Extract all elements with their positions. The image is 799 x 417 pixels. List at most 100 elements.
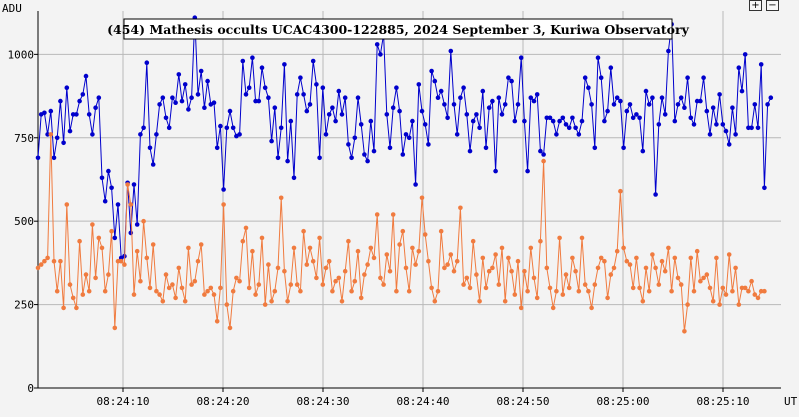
comparison-star-point xyxy=(454,258,460,264)
target-star-point xyxy=(294,92,300,97)
target-star-point xyxy=(522,118,527,124)
comparison-star-point xyxy=(349,288,354,294)
target-star-point xyxy=(144,60,150,65)
comparison-star-point xyxy=(525,288,530,294)
comparison-star-point xyxy=(358,295,364,301)
y-tick-label: 250 xyxy=(14,299,34,312)
comparison-star-point xyxy=(458,205,463,211)
target-star-point xyxy=(224,125,230,131)
target-star-point xyxy=(570,115,575,121)
comparison-star-point xyxy=(122,262,127,267)
comparison-star-point xyxy=(637,285,642,291)
comparison-star-point xyxy=(714,255,719,261)
axis-labels: 0 250 500 750 1000 08:24:10 08:24:20 08:24:30 08… xyxy=(8,48,750,408)
target-star-point xyxy=(173,100,178,105)
comparison-star-point xyxy=(646,288,652,294)
comparison-star-point xyxy=(506,255,511,261)
comparison-star-point xyxy=(378,275,383,281)
target-star-point xyxy=(131,182,137,187)
comparison-star-point xyxy=(621,245,626,251)
target-star-point xyxy=(448,48,454,54)
target-star-point xyxy=(246,85,252,90)
comparison-star-point xyxy=(707,285,713,291)
comparison-star-point xyxy=(320,282,326,287)
target-star-point xyxy=(419,108,425,114)
comparison-star-point xyxy=(461,282,466,287)
comparison-star-point xyxy=(698,278,703,284)
target-star-point xyxy=(627,102,633,107)
comparison-star-point xyxy=(67,282,73,287)
comparison-star-point xyxy=(627,262,633,267)
comparison-star-point xyxy=(230,288,236,294)
comparison-star-point xyxy=(362,272,367,277)
target-star-point xyxy=(480,88,486,94)
target-star-point xyxy=(416,82,422,87)
comparison-star-point xyxy=(566,285,572,291)
comparison-star-point xyxy=(554,288,559,294)
target-star-point xyxy=(685,75,690,80)
comparison-star-point xyxy=(368,245,374,251)
comparison-star-point xyxy=(176,265,182,271)
target-star-point xyxy=(730,105,735,110)
target-star-point xyxy=(461,85,466,90)
comparison-star-point xyxy=(653,265,658,271)
target-star-point xyxy=(262,85,268,90)
y-tick-label: 750 xyxy=(14,132,34,145)
target-star-point xyxy=(493,168,498,174)
comparison-star-point xyxy=(326,258,332,264)
comparison-star-point xyxy=(570,255,575,261)
target-star-point xyxy=(218,123,223,129)
comparison-star-point xyxy=(547,285,553,291)
target-star-point xyxy=(618,98,623,104)
zoom-in-button[interactable]: + xyxy=(749,0,762,11)
comparison-star-point xyxy=(381,282,386,287)
target-star-point xyxy=(704,108,710,114)
comparison-star-point xyxy=(400,228,406,234)
target-star-point xyxy=(746,125,751,131)
target-star-point xyxy=(230,125,236,131)
target-star-point xyxy=(666,48,671,54)
target-star-point xyxy=(275,155,281,161)
comparison-star-point xyxy=(643,265,649,271)
comparison-star-point xyxy=(496,282,502,287)
target-star-point xyxy=(227,108,233,114)
target-star-point xyxy=(752,102,758,107)
comparison-star-point xyxy=(685,302,690,307)
target-star-point xyxy=(48,108,54,114)
target-star-point xyxy=(80,92,86,97)
comparison-star-point xyxy=(582,282,588,287)
target-star-point xyxy=(112,235,118,241)
target-star-point xyxy=(272,105,278,110)
target-star-point xyxy=(499,112,505,117)
comparison-star-point xyxy=(163,272,169,277)
comparison-star-point xyxy=(246,285,252,291)
comparison-star-point xyxy=(752,292,758,297)
comparison-star-point xyxy=(429,285,434,291)
zoom-out-button[interactable]: − xyxy=(766,0,779,11)
comparison-star-point xyxy=(218,285,223,291)
comparison-star-point xyxy=(112,325,118,331)
comparison-star-point xyxy=(35,265,41,271)
target-star-point xyxy=(298,75,303,80)
comparison-star-point xyxy=(730,288,735,294)
comparison-star-point xyxy=(650,252,655,257)
comparison-star-point xyxy=(64,202,70,207)
comparison-star-series xyxy=(35,132,767,334)
target-star-point xyxy=(410,118,415,124)
target-star-point xyxy=(186,107,191,112)
target-star-point xyxy=(550,118,556,124)
target-star-point xyxy=(518,55,524,60)
comparison-star-point xyxy=(240,238,246,244)
comparison-star-point xyxy=(522,268,527,274)
target-star-point xyxy=(45,132,50,137)
comparison-star-point xyxy=(131,292,137,297)
chart-title: (454) Mathesis occults UCAC4300-122885, … xyxy=(107,22,689,37)
comparison-star-point xyxy=(723,292,729,297)
target-star-point xyxy=(307,102,313,107)
comparison-star-point xyxy=(528,245,534,251)
target-star-point xyxy=(486,105,492,110)
comparison-star-point xyxy=(726,252,732,257)
comparison-star-point xyxy=(614,248,620,254)
comparison-star-point xyxy=(198,242,204,247)
